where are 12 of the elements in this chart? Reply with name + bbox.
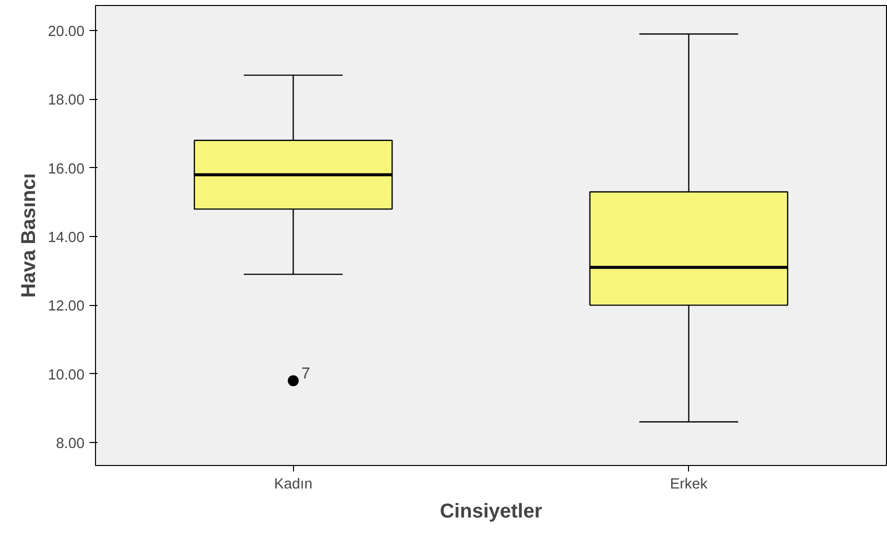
x-axis-title: Cinsiyetler [440, 500, 542, 522]
x-tick-label: Kadın [274, 476, 312, 492]
annotation: 7 [301, 366, 310, 383]
y-tick-label: 10.00 [48, 367, 85, 384]
y-axis-title: Hava Basıncı [18, 173, 40, 298]
y-tick-label: 14.00 [48, 230, 85, 246]
y-tick-label: 12.00 [48, 298, 85, 315]
x-tick-label: Erkek [670, 476, 708, 492]
y-tick-label: 16.00 [48, 161, 85, 178]
y-tick-label: 18.00 [48, 92, 85, 109]
y-tick-label: 20.00 [48, 24, 85, 40]
y-tick-label: 8.00 [56, 436, 85, 452]
